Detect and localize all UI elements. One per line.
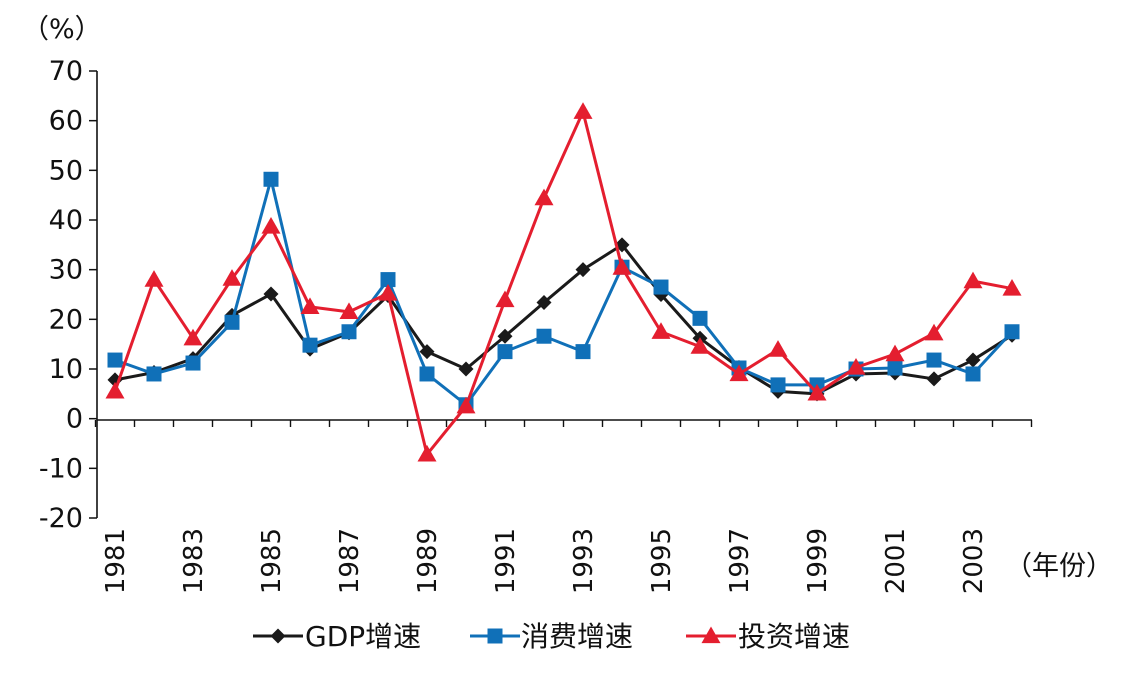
x-tick-label: 1983 xyxy=(179,528,209,594)
data-point xyxy=(380,272,396,288)
data-point xyxy=(885,344,905,362)
y-tick-label: 10 xyxy=(49,354,83,385)
y-tick-label: -10 xyxy=(39,453,83,484)
data-point xyxy=(263,171,279,187)
data-point xyxy=(651,322,671,339)
legend-item: 投资增速 xyxy=(686,620,850,653)
series-investment xyxy=(105,102,1022,462)
series-line xyxy=(113,110,1013,456)
data-point xyxy=(729,364,749,382)
legend-label: GDP增速 xyxy=(305,620,421,653)
data-point xyxy=(807,383,827,401)
data-point xyxy=(926,352,942,368)
data-point xyxy=(963,271,983,289)
data-point xyxy=(261,216,281,234)
data-point xyxy=(926,371,942,387)
x-tick-label: 1991 xyxy=(491,528,521,594)
data-point xyxy=(341,324,357,340)
data-point xyxy=(300,297,320,315)
data-point xyxy=(497,344,513,360)
data-point xyxy=(456,396,476,414)
legend-marker xyxy=(270,628,286,644)
data-point xyxy=(183,328,203,346)
data-point xyxy=(1002,279,1022,296)
x-tick-label: 1989 xyxy=(413,528,443,594)
data-point xyxy=(536,328,552,344)
data-point xyxy=(458,361,474,377)
data-point xyxy=(846,358,866,375)
data-point xyxy=(768,340,788,357)
x-tick-label: 2001 xyxy=(881,528,911,594)
y-tick-label: 70 xyxy=(49,56,83,87)
data-point xyxy=(497,328,513,344)
data-point xyxy=(575,344,591,360)
data-point xyxy=(263,286,279,302)
x-tick-label: 1997 xyxy=(725,528,755,594)
series-line xyxy=(114,243,1013,396)
data-point xyxy=(224,314,240,330)
y-tick-label: 50 xyxy=(49,155,83,186)
data-point xyxy=(536,294,552,310)
data-point xyxy=(144,270,164,287)
y-axis-unit-label: （%） xyxy=(22,14,102,45)
x-tick-label: 1993 xyxy=(569,528,599,594)
data-point xyxy=(692,310,708,326)
legend-item: GDP增速 xyxy=(253,620,421,653)
legend-marker xyxy=(487,628,503,644)
x-tick-label: 1987 xyxy=(335,528,365,594)
series-consumption xyxy=(107,171,1020,413)
legend-item: 消费增速 xyxy=(470,620,633,653)
series-line xyxy=(114,177,1014,407)
data-point xyxy=(222,269,242,286)
data-point xyxy=(573,102,593,119)
x-tick-label: 1995 xyxy=(647,528,677,594)
data-point xyxy=(575,262,591,278)
data-point xyxy=(419,366,435,382)
data-point xyxy=(185,355,201,371)
legend-label: 消费增速 xyxy=(521,620,633,653)
data-point xyxy=(302,337,318,353)
data-point xyxy=(107,352,123,368)
legend: GDP增速 消费增速 投资增速 xyxy=(253,620,850,653)
x-axis-unit-label: （年份） xyxy=(1005,551,1113,582)
data-point xyxy=(965,366,981,382)
data-point xyxy=(1004,324,1020,340)
data-point xyxy=(965,352,981,368)
y-tick-label: 40 xyxy=(49,205,83,236)
x-tick-label: 1981 xyxy=(101,528,131,594)
y-tick-label: 0 xyxy=(66,404,83,435)
data-point xyxy=(105,381,125,399)
legend-marker xyxy=(701,626,721,644)
data-point xyxy=(653,279,669,295)
x-tick-label: 1985 xyxy=(257,528,287,594)
legend-label: 投资增速 xyxy=(738,620,850,653)
series-layer xyxy=(105,102,1022,462)
y-tick-labels: 70 60 50 40 30 20 10 0 -10 -20 xyxy=(39,56,83,534)
data-point xyxy=(339,302,359,320)
x-tick-labels: 1981 1983 1985 1987 1989 1991 1993 1995 1997 1999… xyxy=(101,528,989,594)
data-point xyxy=(612,258,632,275)
x-tick-label: 1999 xyxy=(803,528,833,594)
y-tick-label: 60 xyxy=(49,106,83,137)
data-point xyxy=(690,337,710,354)
data-point xyxy=(924,323,944,341)
data-point xyxy=(378,284,398,301)
data-point xyxy=(770,377,786,393)
data-point xyxy=(495,290,515,308)
x-tick-label: 2003 xyxy=(959,528,989,594)
data-point xyxy=(887,360,903,376)
data-point xyxy=(146,366,162,382)
y-tick-label: 20 xyxy=(49,304,83,335)
y-tick-label: 30 xyxy=(49,255,83,286)
data-point xyxy=(417,444,437,462)
axes xyxy=(89,70,1033,519)
data-point xyxy=(419,344,435,360)
data-point xyxy=(534,188,554,206)
y-tick-label: -20 xyxy=(39,503,83,534)
